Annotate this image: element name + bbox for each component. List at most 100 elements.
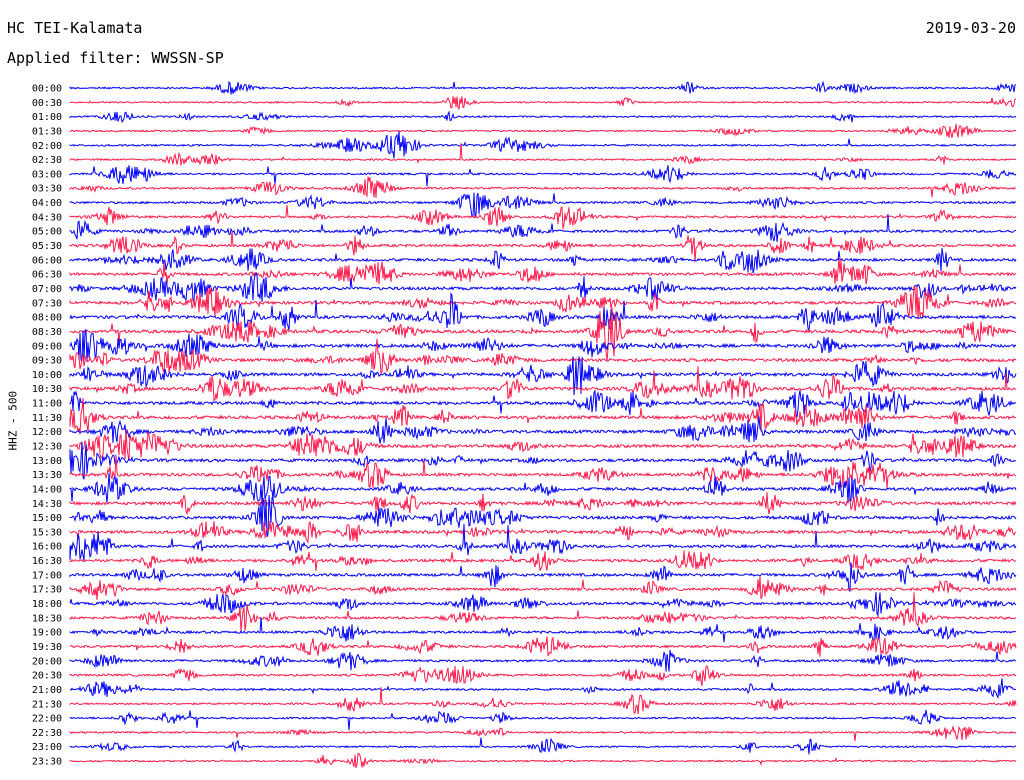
trace-2200 (69, 709, 1017, 731)
trace-0900 (69, 329, 1017, 362)
time-tick-0730: 07:30 (32, 298, 62, 309)
time-tick-1830: 18:30 (32, 613, 62, 624)
trace-1500 (69, 494, 1017, 538)
trace-2230 (69, 725, 1017, 741)
date-label: 2019-03-20 (925, 19, 1016, 37)
trace-0800 (69, 291, 1017, 332)
trace-0030 (69, 96, 1016, 111)
time-tick-1330: 13:30 (32, 470, 62, 481)
trace-0500 (69, 214, 1017, 243)
time-tick-0500: 05:00 (32, 227, 62, 238)
trace-0630 (69, 258, 1017, 285)
time-tick-0800: 08:00 (32, 313, 62, 324)
time-tick-0030: 00:30 (32, 98, 62, 109)
trace-2130 (69, 687, 1017, 714)
trace-0930 (69, 338, 1017, 374)
time-tick-0930: 09:30 (32, 356, 62, 367)
time-tick-2330: 23:30 (32, 757, 62, 768)
trace-0400 (69, 192, 1017, 218)
trace-0330 (69, 176, 1017, 198)
time-tick-1500: 15:00 (32, 513, 62, 524)
time-tick-1900: 19:00 (32, 628, 62, 639)
time-tick-1100: 11:00 (32, 399, 62, 410)
trace-1930 (69, 635, 1017, 657)
trace-1630 (69, 550, 1017, 571)
trace-0530 (69, 230, 1017, 262)
trace-1030 (69, 366, 1017, 402)
trace-1330 (69, 454, 1017, 489)
time-tick-0200: 02:00 (32, 141, 62, 152)
time-tick-0530: 05:30 (32, 241, 62, 252)
time-tick-1400: 14:00 (32, 484, 62, 495)
time-tick-0330: 03:30 (32, 184, 62, 195)
trace-0100 (69, 110, 1017, 123)
time-tick-0700: 07:00 (32, 284, 62, 295)
trace-1730 (69, 575, 1017, 601)
time-tick-1030: 10:30 (32, 384, 62, 395)
trace-1130 (69, 398, 1017, 435)
time-tick-1200: 12:00 (32, 427, 62, 438)
time-tick-0230: 02:30 (32, 155, 62, 166)
time-tick-0830: 08:30 (32, 327, 62, 338)
time-tick-2100: 21:00 (32, 685, 62, 696)
trace-2100 (69, 678, 1017, 700)
seismic-traces (69, 80, 1017, 768)
time-tick-1930: 19:30 (32, 642, 62, 653)
trace-1300 (69, 441, 1016, 480)
trace-1100 (69, 389, 1017, 418)
time-tick-0130: 01:30 (32, 126, 62, 137)
time-tick-2030: 20:30 (32, 671, 62, 682)
trace-0130 (69, 123, 1017, 138)
trace-2030 (69, 665, 1017, 687)
trace-1000 (69, 356, 1017, 396)
time-tick-1130: 11:30 (32, 413, 62, 424)
time-tick-2230: 22:30 (32, 728, 62, 739)
trace-0730 (69, 285, 1017, 320)
trace-1200 (69, 416, 1017, 444)
station-title: HC TEI-Kalamata (7, 19, 143, 37)
trace-0200 (69, 131, 1017, 159)
time-tick-2200: 22:00 (32, 714, 62, 725)
time-tick-1000: 10:00 (32, 370, 62, 381)
time-tick-1730: 17:30 (32, 585, 62, 596)
time-tick-1430: 14:30 (32, 499, 62, 510)
time-tick-1300: 13:00 (32, 456, 62, 467)
trace-1430 (69, 492, 1017, 516)
time-tick-0630: 06:30 (32, 270, 62, 281)
time-tick-1800: 18:00 (32, 599, 62, 610)
filter-label: Applied filter: WWSSN-SP (7, 49, 224, 67)
trace-0600 (69, 248, 1017, 274)
time-tick-2130: 21:30 (32, 699, 62, 710)
time-tick-0430: 04:30 (32, 212, 62, 223)
trace-0230 (69, 143, 1017, 166)
time-tick-0300: 03:00 (32, 169, 62, 180)
time-tick-1700: 17:00 (32, 570, 62, 581)
trace-1900 (69, 617, 1017, 643)
time-tick-1530: 15:30 (32, 527, 62, 538)
trace-1800 (69, 591, 1017, 617)
time-tick-0600: 06:00 (32, 255, 62, 266)
time-tick-1630: 16:30 (32, 556, 62, 567)
trace-0700 (69, 272, 1017, 303)
trace-0430 (69, 204, 1017, 229)
trace-0000 (69, 80, 1017, 95)
trace-2300 (69, 737, 1017, 755)
trace-1600 (69, 523, 1017, 561)
trace-1400 (69, 472, 1017, 504)
trace-0300 (69, 165, 1017, 187)
time-tick-1230: 12:30 (32, 442, 62, 453)
time-tick-0100: 01:00 (32, 112, 62, 123)
trace-1530 (69, 520, 1017, 545)
time-tick-2000: 20:00 (32, 656, 62, 667)
time-tick-labels: 00:00 00:30 01:00 01:30 02:00 02:30 03:00 03:30… (32, 84, 62, 768)
time-tick-1600: 16:00 (32, 542, 62, 553)
time-tick-0900: 09:00 (32, 341, 62, 352)
trace-0830 (69, 307, 1017, 362)
trace-1700 (69, 562, 1017, 593)
time-tick-2300: 23:00 (32, 742, 62, 753)
trace-1830 (69, 592, 1017, 632)
time-tick-0000: 00:00 (32, 84, 62, 95)
trace-2330 (69, 752, 1017, 768)
time-tick-0400: 04:00 (32, 198, 62, 209)
